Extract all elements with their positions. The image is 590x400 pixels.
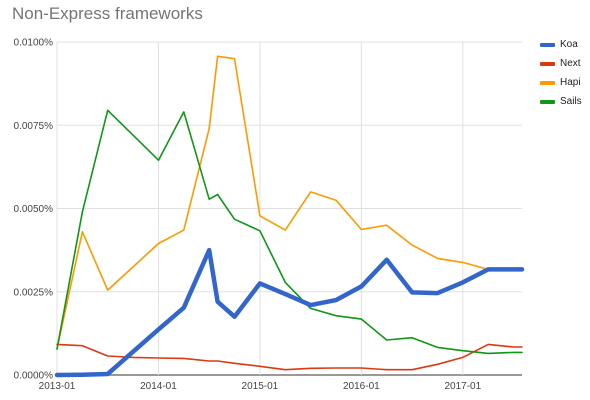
series-line-hapi [56, 55, 523, 350]
legend-item-sails: Sails [540, 92, 582, 111]
legend-label: Sails [560, 96, 582, 107]
x-tick-label: 2016-01 [343, 381, 380, 392]
legend-label: Koa [560, 39, 578, 50]
legend: Koa Next Hapi Sails [540, 35, 582, 111]
x-tick-label: 2015-01 [242, 381, 279, 392]
x-tick-label: 2014-01 [140, 381, 177, 392]
x-axis-ticks: 2013-01 2014-01 2015-01 2016-01 2017-01 [39, 381, 482, 392]
y-tick-label: 0.0000% [14, 371, 54, 382]
gridlines [56, 41, 522, 376]
series-line-next [56, 343, 523, 371]
series-line-sails [56, 109, 523, 355]
x-tick-label: 2017-01 [444, 381, 481, 392]
y-axis-ticks: 0.0000% 0.0025% 0.0050% 0.0075% 0.0100% [14, 38, 54, 382]
y-tick-label: 0.0100% [14, 38, 54, 49]
y-tick-label: 0.0050% [14, 204, 54, 215]
series-line-koa [54, 247, 525, 378]
legend-label: Hapi [560, 77, 581, 88]
legend-item-next: Next [540, 54, 582, 73]
x-tick-label: 2013-01 [39, 381, 76, 392]
legend-swatch [540, 99, 555, 104]
legend-item-koa: Koa [540, 35, 582, 54]
legend-swatch [540, 80, 555, 85]
chart-title: Non-Express frameworks [12, 4, 203, 23]
y-tick-label: 0.0025% [14, 287, 54, 298]
legend-swatch [540, 42, 555, 47]
y-tick-label: 0.0075% [14, 121, 54, 132]
legend-swatch [540, 61, 555, 66]
legend-label: Next [560, 58, 581, 69]
series-lines [54, 55, 525, 378]
legend-item-hapi: Hapi [540, 73, 582, 92]
